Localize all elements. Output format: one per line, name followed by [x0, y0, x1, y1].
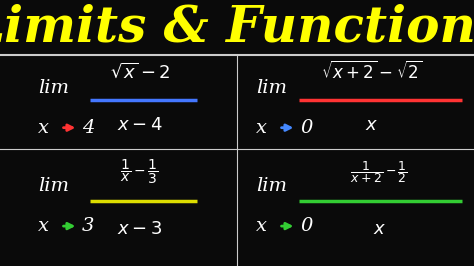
- Text: Limits & Functions: Limits & Functions: [0, 3, 474, 52]
- Text: x: x: [256, 119, 267, 137]
- Text: $x$: $x$: [373, 220, 386, 238]
- Text: $\sqrt{x+2} - \sqrt{2}$: $\sqrt{x+2} - \sqrt{2}$: [321, 61, 423, 83]
- Text: x: x: [38, 217, 49, 235]
- Text: 3: 3: [82, 217, 94, 235]
- Text: $\dfrac{1}{x+2} - \dfrac{1}{2}$: $\dfrac{1}{x+2} - \dfrac{1}{2}$: [350, 159, 408, 185]
- Text: x: x: [38, 119, 49, 137]
- Text: 0: 0: [300, 119, 312, 137]
- Text: lim: lim: [38, 79, 69, 97]
- Text: lim: lim: [256, 177, 287, 195]
- Text: x: x: [256, 217, 267, 235]
- Text: 0: 0: [300, 217, 312, 235]
- Text: 4: 4: [82, 119, 94, 137]
- Text: $x - 4$: $x - 4$: [117, 116, 163, 134]
- Text: lim: lim: [256, 79, 287, 97]
- Text: $\dfrac{1}{x} - \dfrac{1}{3}$: $\dfrac{1}{x} - \dfrac{1}{3}$: [120, 157, 159, 186]
- Text: $x - 3$: $x - 3$: [117, 220, 163, 238]
- Text: $\sqrt{x} - 2$: $\sqrt{x} - 2$: [109, 62, 170, 81]
- Text: lim: lim: [38, 177, 69, 195]
- Text: $x$: $x$: [365, 116, 379, 134]
